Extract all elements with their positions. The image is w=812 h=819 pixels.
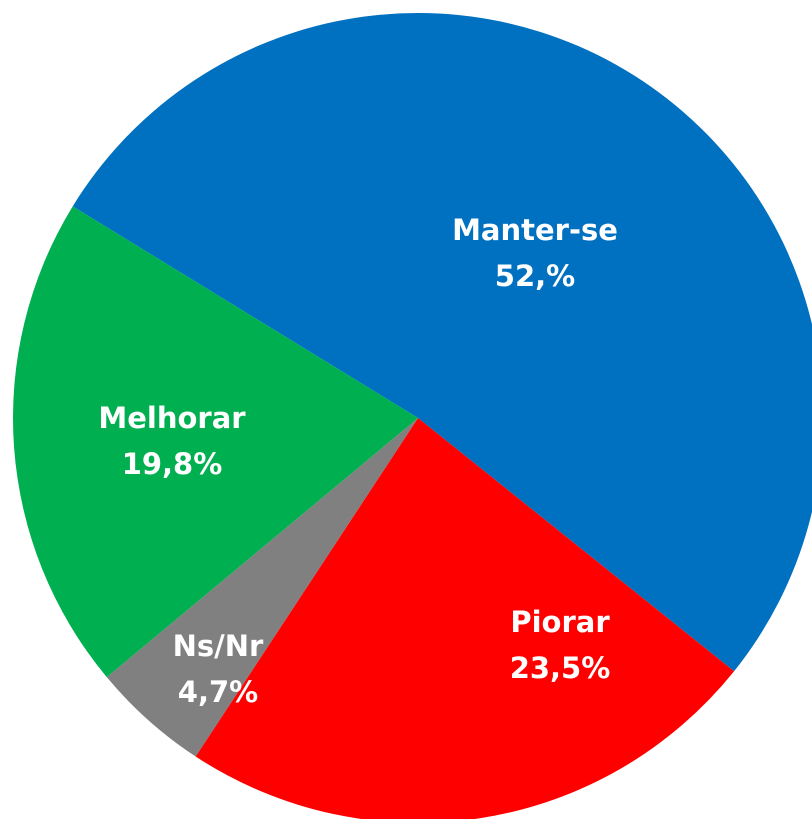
pie-slice (195, 418, 735, 819)
slice-label: Melhorar (98, 401, 246, 435)
slice-label: Manter-se (452, 213, 618, 247)
pie-slice (13, 206, 419, 678)
slice-label: Piorar (510, 605, 610, 639)
slice-value: 4,7% (178, 675, 258, 709)
slice-value: 52,% (495, 259, 575, 293)
pie-slice (106, 418, 418, 757)
pie-slice (72, 13, 812, 672)
slice-label: Ns/Nr (173, 629, 264, 663)
slice-value: 23,5% (510, 651, 611, 685)
slice-value: 19,8% (122, 447, 223, 481)
